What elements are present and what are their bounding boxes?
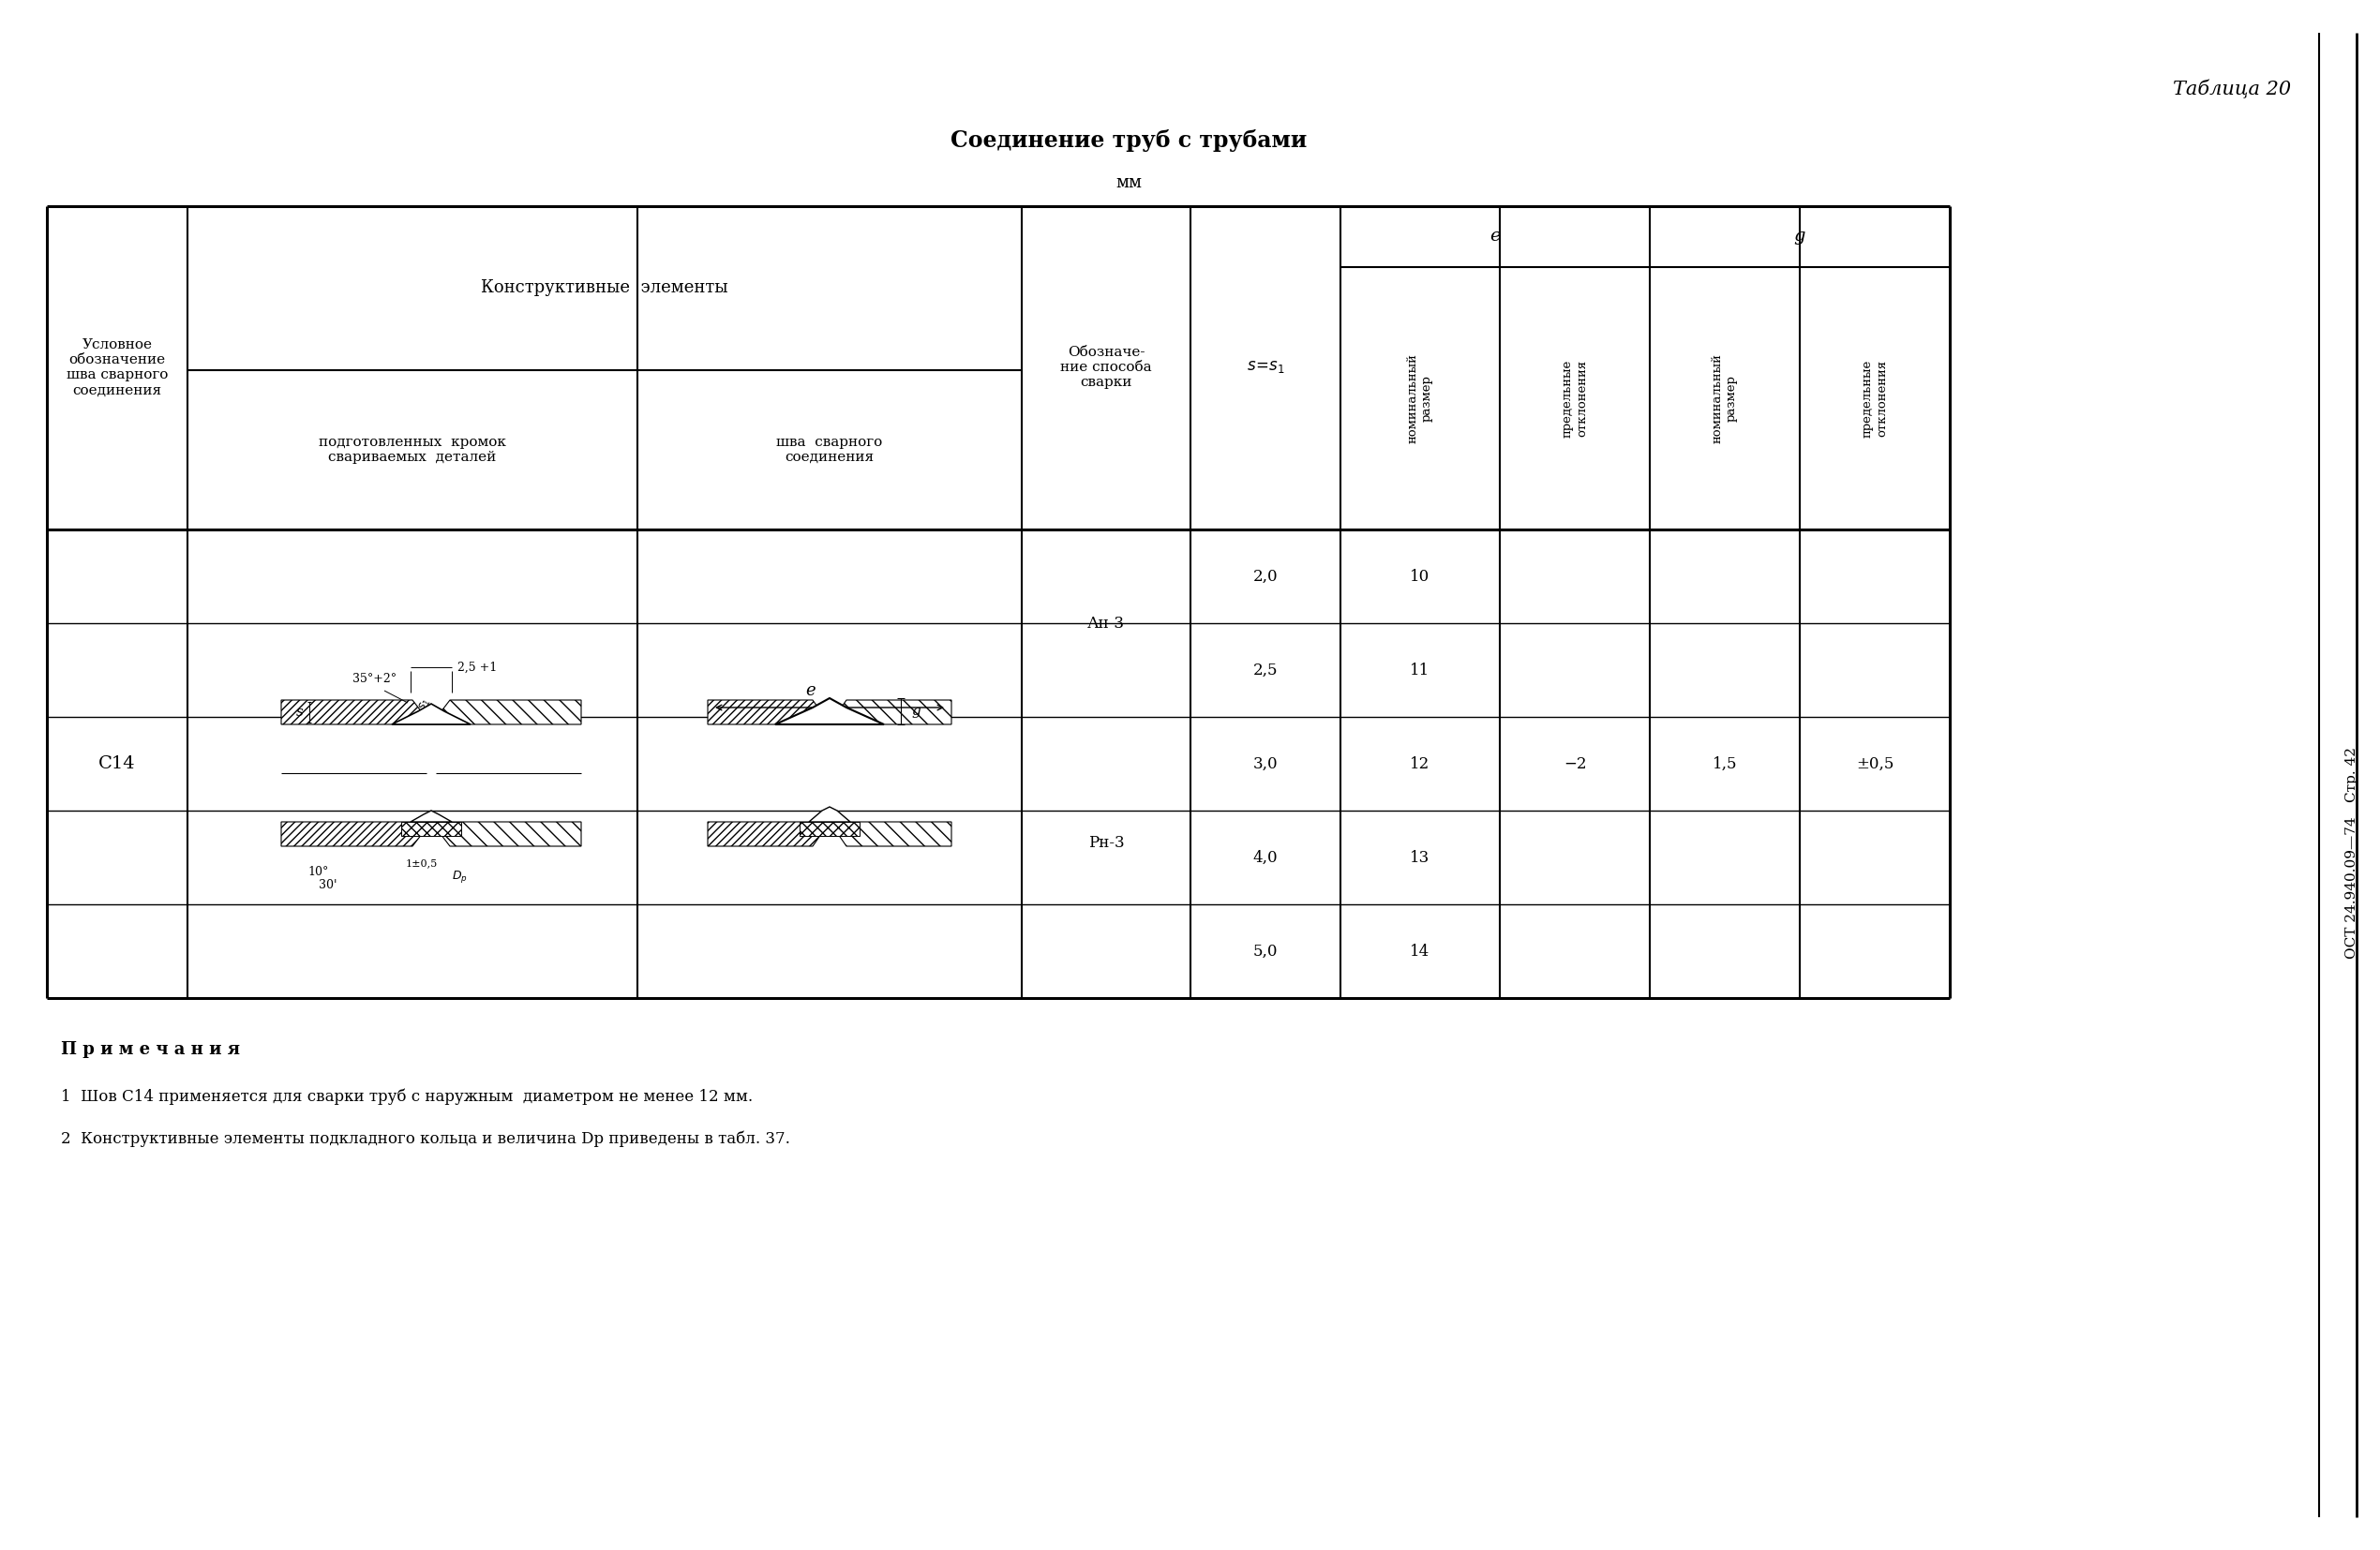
Text: 1±0,5: 1±0,5 bbox=[405, 859, 438, 868]
Text: 3,0: 3,0 bbox=[1252, 756, 1278, 772]
Text: 11: 11 bbox=[1411, 662, 1430, 677]
Text: 2,0: 2,0 bbox=[1252, 569, 1278, 584]
Text: 5,0: 5,0 bbox=[1252, 944, 1278, 959]
Text: ОСТ 24.940.09—74: ОСТ 24.940.09—74 bbox=[2344, 817, 2359, 958]
Polygon shape bbox=[831, 701, 952, 724]
Text: номинальный
размер: номинальный размер bbox=[1407, 353, 1433, 443]
Text: 30': 30' bbox=[319, 879, 338, 891]
Polygon shape bbox=[707, 822, 831, 846]
Text: 2,5: 2,5 bbox=[1252, 662, 1278, 677]
Text: Условное
обозначение
шва сварного
соединения: Условное обозначение шва сварного соедин… bbox=[67, 338, 169, 397]
Text: 10°: 10° bbox=[309, 866, 328, 879]
Text: Рн-3: Рн-3 bbox=[1088, 835, 1123, 851]
Text: $s\!=\!s_1$: $s\!=\!s_1$ bbox=[1247, 360, 1285, 375]
Text: −2: −2 bbox=[1564, 756, 1587, 772]
Text: 10: 10 bbox=[1411, 569, 1430, 584]
Text: $s_1$: $s_1$ bbox=[416, 696, 433, 713]
Text: мм: мм bbox=[1116, 174, 1142, 191]
Text: С14: С14 bbox=[98, 755, 136, 772]
Text: e: e bbox=[807, 682, 816, 699]
Text: подготовленных  кромок
свариваемых  деталей: подготовленных кромок свариваемых детале… bbox=[319, 436, 507, 463]
Polygon shape bbox=[800, 822, 859, 835]
Text: шва  сварного
соединения: шва сварного соединения bbox=[776, 436, 883, 463]
Text: Стр. 42: Стр. 42 bbox=[2344, 747, 2359, 803]
Polygon shape bbox=[412, 811, 452, 822]
Text: $D_р$: $D_р$ bbox=[452, 868, 466, 884]
Text: Обозначе-
ние способа
сварки: Обозначе- ние способа сварки bbox=[1061, 346, 1152, 389]
Polygon shape bbox=[831, 822, 952, 846]
Polygon shape bbox=[809, 808, 850, 822]
Text: 2  Конструктивные элементы подкладного кольца и величина Dр приведены в табл. 37: 2 Конструктивные элементы подкладного ко… bbox=[62, 1130, 790, 1147]
Polygon shape bbox=[281, 822, 431, 846]
Polygon shape bbox=[431, 701, 581, 724]
Polygon shape bbox=[281, 701, 431, 724]
Polygon shape bbox=[776, 698, 883, 724]
Text: 12: 12 bbox=[1411, 756, 1430, 772]
Text: 2,5 +1: 2,5 +1 bbox=[457, 662, 497, 673]
Text: ±0,5: ±0,5 bbox=[1856, 756, 1894, 772]
Text: Ан-3: Ан-3 bbox=[1088, 615, 1126, 631]
Text: 35°+2°: 35°+2° bbox=[352, 673, 397, 685]
Text: 13: 13 bbox=[1411, 849, 1430, 865]
Text: 1  Шов С14 применяется для сварки труб с наружным  диаметром не менее 12 мм.: 1 Шов С14 применяется для сварки труб с … bbox=[62, 1088, 752, 1105]
Text: s: s bbox=[295, 705, 305, 719]
Text: Таблица 20: Таблица 20 bbox=[2173, 79, 2292, 99]
Text: e: e bbox=[1490, 228, 1499, 245]
Text: предельные
отклонения: предельные отклонения bbox=[1861, 360, 1887, 437]
Polygon shape bbox=[402, 822, 462, 835]
Text: номинальный
размер: номинальный размер bbox=[1711, 353, 1737, 443]
Text: 4,0: 4,0 bbox=[1252, 849, 1278, 865]
Text: предельные
отклонения: предельные отклонения bbox=[1561, 360, 1587, 437]
Text: 14: 14 bbox=[1411, 944, 1430, 959]
Text: П р и м е ч а н и я: П р и м е ч а н и я bbox=[62, 1042, 240, 1059]
Polygon shape bbox=[707, 701, 831, 724]
Text: g: g bbox=[1795, 228, 1806, 245]
Text: Конструктивные  элементы: Конструктивные элементы bbox=[481, 279, 728, 296]
Text: 1,5: 1,5 bbox=[1711, 756, 1737, 772]
Text: Соединение труб с трубами: Соединение труб с трубами bbox=[950, 129, 1307, 152]
Text: g: g bbox=[912, 705, 921, 718]
Polygon shape bbox=[393, 704, 471, 724]
Polygon shape bbox=[431, 822, 581, 846]
